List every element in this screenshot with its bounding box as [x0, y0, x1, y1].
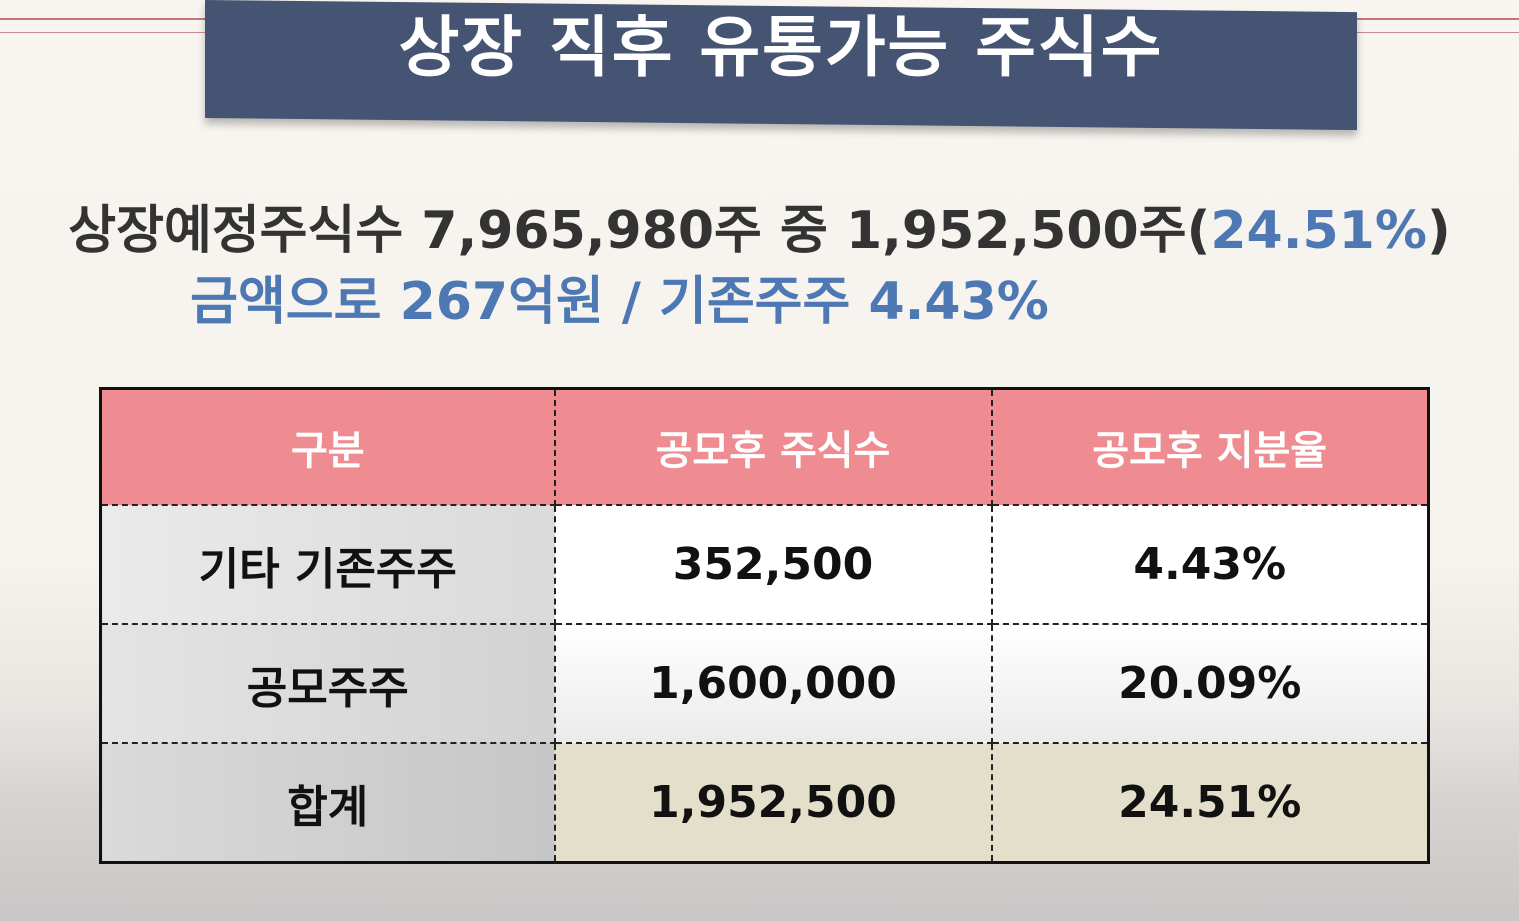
summary-line-1-text: 상장예정주식수 7,965,980주 중 1,952,500주(	[68, 201, 1211, 261]
row-label: 공모주주	[100, 624, 556, 744]
table-row: 기타 기존주주 352,500 4.43%	[100, 505, 1429, 625]
shares-cell: 352,500	[554, 505, 993, 625]
table-row: 공모주주 1,600,000 20.09%	[100, 624, 1429, 744]
table-row-total: 합계 1,952,500 24.51%	[100, 743, 1429, 863]
column-header-shares: 공모후 주식수	[554, 388, 993, 506]
column-header-category: 구분	[100, 388, 556, 506]
decorative-line-right	[1357, 18, 1519, 20]
decorative-line-left	[0, 18, 205, 20]
share-distribution-table: 구분 공모후 주식수 공모후 지분율 기타 기존주주 352,500 4.43%…	[99, 387, 1430, 864]
row-label: 합계	[100, 743, 556, 863]
ratio-cell: 4.43%	[991, 505, 1429, 625]
shares-cell: 1,952,500	[554, 743, 993, 863]
decorative-line-right-thin	[1357, 32, 1519, 33]
table-header-row: 구분 공모후 주식수 공모후 지분율	[100, 388, 1429, 506]
page-title: 상장 직후 유통가능 주식수	[398, 9, 1164, 86]
summary-line-1-highlight: 24.51%	[1210, 201, 1427, 261]
ratio-cell: 24.51%	[991, 743, 1429, 863]
ratio-cell: 20.09%	[991, 624, 1429, 744]
column-header-ratio: 공모후 지분율	[991, 388, 1429, 506]
summary-line-1: 상장예정주식수 7,965,980주 중 1,952,500주(24.51%)	[0, 195, 1519, 267]
summary-line-2: 금액으로 267억원 / 기존주주 4.43%	[190, 272, 1049, 332]
row-label: 기타 기존주주	[100, 505, 556, 625]
shares-cell: 1,600,000	[554, 624, 993, 744]
decorative-line-left-thin	[0, 32, 205, 33]
summary-line-1-close: )	[1426, 201, 1451, 261]
